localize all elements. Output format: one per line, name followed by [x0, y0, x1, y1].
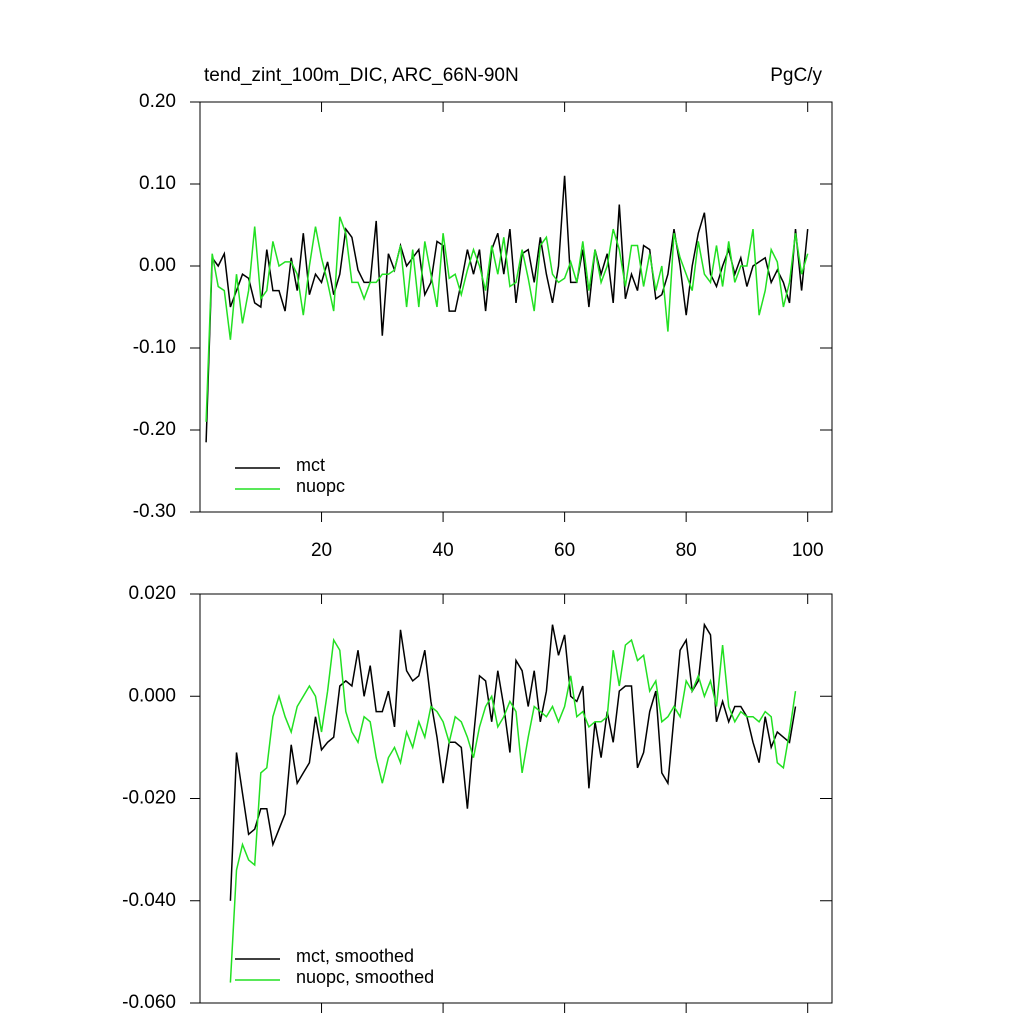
- data-line: [205, 216, 809, 422]
- y-tick-label: -0.020: [122, 788, 176, 809]
- legend-label: mct, smoothed: [296, 946, 414, 966]
- y-tick-label: -0.20: [133, 419, 176, 440]
- y-tick-label: -0.30: [133, 501, 176, 522]
- plot-frame: [199, 101, 833, 513]
- y-tick-label: -0.10: [133, 337, 176, 358]
- x-tick-label: 20: [311, 540, 332, 561]
- y-tick-label: 0.00: [139, 255, 176, 276]
- legend-label: mct: [296, 455, 325, 475]
- x-tick-label: 40: [433, 540, 454, 561]
- y-tick-label: 0.020: [128, 583, 176, 604]
- data-line: [205, 175, 809, 443]
- chart-title: tend_zint_100m_DIC, ARC_66N-90N: [204, 65, 519, 86]
- data-line: [229, 637, 797, 983]
- y-tick-label: 0.20: [139, 91, 176, 112]
- x-tick-label: 60: [554, 540, 575, 561]
- data-line: [229, 622, 797, 901]
- y-tick-label: 0.000: [128, 685, 176, 706]
- units-label: PgC/y: [770, 65, 822, 86]
- legend-label: nuopc, smoothed: [296, 967, 434, 987]
- y-tick-label: 0.10: [139, 173, 176, 194]
- x-tick-label: 100: [792, 540, 824, 561]
- x-tick-label: 80: [676, 540, 697, 561]
- y-tick-label: -0.060: [122, 992, 176, 1013]
- legend-label: nuopc: [296, 476, 345, 496]
- plot-frame: [199, 593, 833, 1004]
- y-tick-label: -0.040: [122, 890, 176, 911]
